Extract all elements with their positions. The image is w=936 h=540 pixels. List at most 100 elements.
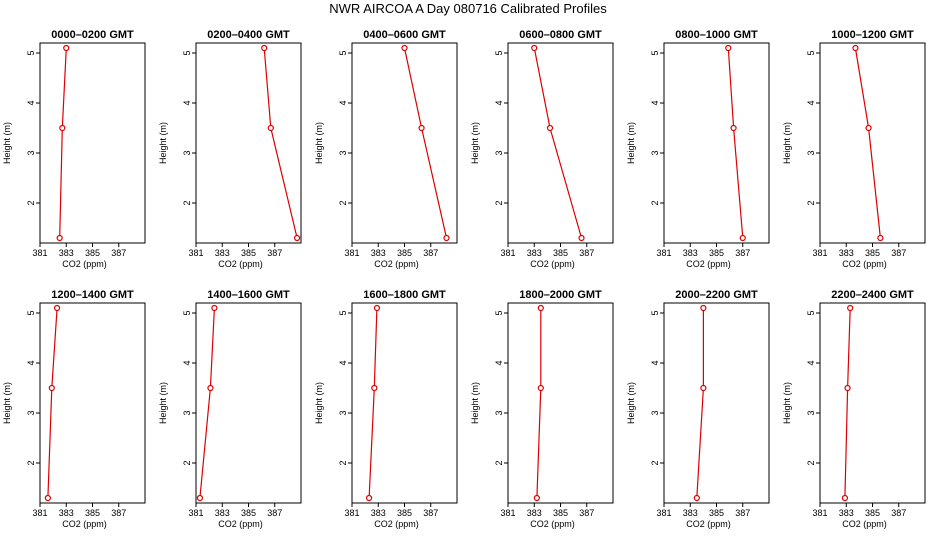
y-tick-label: 3 xyxy=(338,410,348,415)
x-tick-label: 385 xyxy=(553,508,568,518)
y-tick-label: 4 xyxy=(650,360,660,365)
panel-12: 2200–2400 GMT 381 383 385 387 CO2 (ppm) 2 3 4 5 He… xyxy=(782,289,926,529)
panel-8: 1400–1600 GMT 381 383 385 387 CO2 (ppm) 2 3 4 5 He… xyxy=(158,289,302,529)
data-point xyxy=(700,304,707,312)
x-tick-label: 383 xyxy=(683,508,698,518)
data-point xyxy=(267,124,274,132)
x-tick-label: 381 xyxy=(32,508,47,518)
panel-title: 0200–0400 GMT xyxy=(207,29,290,41)
y-tick-label: 5 xyxy=(806,50,816,55)
data-point xyxy=(418,124,425,132)
x-axis-label: CO2 (ppm) xyxy=(842,519,887,529)
x-tick-label: 385 xyxy=(865,248,880,258)
y-tick-label: 2 xyxy=(26,200,36,205)
x-tick-label: 383 xyxy=(839,508,854,518)
data-point xyxy=(196,494,204,502)
y-tick-label: 2 xyxy=(650,460,660,465)
profile-line xyxy=(854,47,881,239)
x-tick-label: 381 xyxy=(344,508,359,518)
x-tick-label: 381 xyxy=(500,508,515,518)
y-tick-label: 5 xyxy=(182,50,192,55)
data-point xyxy=(59,124,66,132)
y-tick-label: 3 xyxy=(182,410,192,415)
x-tick-label: 387 xyxy=(579,508,594,518)
data-point xyxy=(537,304,544,312)
y-tick-label: 4 xyxy=(338,100,348,105)
profile-line xyxy=(536,308,542,499)
plot-frame xyxy=(39,42,146,244)
data-point xyxy=(578,234,585,242)
data-point xyxy=(847,304,854,312)
x-tick-label: 383 xyxy=(59,248,74,258)
profile-line xyxy=(368,307,378,499)
y-axis-label: Height (m) xyxy=(626,122,636,164)
x-tick-label: 381 xyxy=(344,248,359,258)
y-tick-label: 3 xyxy=(494,150,504,155)
panel-1: 0000–0200 GMT 381 383 385 387 CO2 (ppm) 2 3 4 5 He… xyxy=(2,29,146,269)
x-tick-label: 383 xyxy=(59,508,74,518)
profile-line xyxy=(263,47,298,239)
panel-2: 0200–0400 GMT 381 383 385 387 CO2 (ppm) 2 3 4 5 He… xyxy=(158,29,302,269)
x-axis-label: CO2 (ppm) xyxy=(218,259,263,269)
y-axis-label: Height (m) xyxy=(470,382,480,424)
x-axis-label: CO2 (ppm) xyxy=(530,519,575,529)
y-tick-label: 4 xyxy=(182,100,192,105)
plot-frame xyxy=(351,302,458,504)
x-tick-label: 387 xyxy=(267,508,282,518)
data-point xyxy=(533,494,540,502)
data-point xyxy=(53,304,61,312)
plot-frame xyxy=(663,42,770,244)
y-tick-label: 3 xyxy=(806,150,816,155)
panel-title: 2000–2200 GMT xyxy=(675,289,758,301)
y-tick-label: 2 xyxy=(494,200,504,205)
x-tick-label: 385 xyxy=(85,248,100,258)
data-point xyxy=(844,384,851,392)
x-tick-label: 387 xyxy=(735,508,750,518)
x-tick-label: 387 xyxy=(111,248,126,258)
y-tick-label: 2 xyxy=(650,200,660,205)
x-tick-label: 383 xyxy=(371,508,386,518)
data-point xyxy=(44,494,51,502)
y-tick-label: 3 xyxy=(26,150,36,155)
y-tick-label: 2 xyxy=(338,200,348,205)
x-tick-label: 385 xyxy=(85,508,100,518)
data-point xyxy=(63,44,70,52)
y-tick-label: 2 xyxy=(182,460,192,465)
panel-3: 0400–0600 GMT 381 383 385 387 CO2 (ppm) 2 3 4 5 He… xyxy=(314,29,458,269)
y-tick-label: 4 xyxy=(494,100,504,105)
panel-title: 2200–2400 GMT xyxy=(831,289,914,301)
y-axis-label: Height (m) xyxy=(158,122,168,164)
y-tick-label: 4 xyxy=(494,360,504,365)
y-tick-label: 5 xyxy=(494,50,504,55)
profile-line xyxy=(59,47,67,239)
x-axis-label: CO2 (ppm) xyxy=(842,259,887,269)
x-tick-label: 383 xyxy=(683,248,698,258)
y-tick-label: 3 xyxy=(338,150,348,155)
y-axis-label: Height (m) xyxy=(158,382,168,424)
y-axis-label: Height (m) xyxy=(782,382,792,424)
x-tick-label: 383 xyxy=(527,248,542,258)
data-point xyxy=(207,384,214,392)
data-point xyxy=(373,304,381,312)
panel-title: 1200–1400 GMT xyxy=(51,289,134,301)
panel-title: 1000–1200 GMT xyxy=(831,29,914,41)
x-axis-label: CO2 (ppm) xyxy=(686,519,731,529)
data-point xyxy=(211,304,218,312)
x-tick-label: 385 xyxy=(241,508,256,518)
data-point xyxy=(865,124,872,132)
data-point xyxy=(56,234,63,242)
x-tick-label: 387 xyxy=(111,508,126,518)
data-point xyxy=(293,234,301,242)
x-tick-label: 385 xyxy=(553,248,568,258)
profile-line xyxy=(844,307,851,499)
x-tick-label: 387 xyxy=(423,248,438,258)
x-tick-label: 387 xyxy=(267,248,282,258)
y-axis-label: Height (m) xyxy=(314,122,324,164)
profile-line xyxy=(727,47,744,239)
data-point xyxy=(852,44,859,52)
data-point xyxy=(261,44,268,52)
y-tick-label: 5 xyxy=(338,310,348,315)
profile-line xyxy=(533,47,583,239)
x-axis-label: CO2 (ppm) xyxy=(62,519,107,529)
x-tick-label: 381 xyxy=(188,248,203,258)
